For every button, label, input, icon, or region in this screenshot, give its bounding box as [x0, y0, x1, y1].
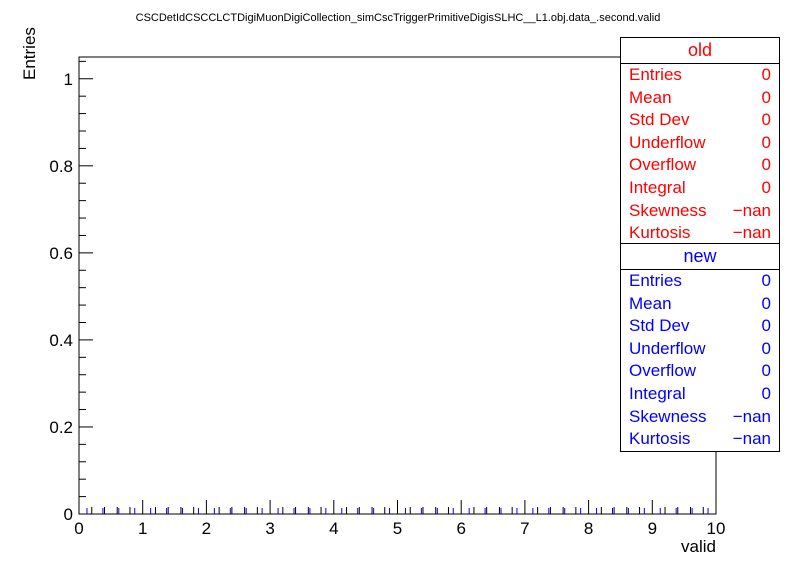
stats-new-title: new	[621, 244, 779, 270]
y-tick-label: 0.2	[49, 418, 73, 437]
stats-old-value: −nan	[732, 223, 771, 243]
stats-old-row: Entries 0	[621, 64, 779, 87]
stats-old-label: Overflow	[629, 155, 697, 175]
y-axis: 0 0.2 0.4 0.6 0.8 1	[49, 60, 93, 524]
y-tick-label: 0.4	[49, 331, 73, 350]
stats-new-label: Mean	[629, 293, 672, 313]
stats-new-row: Integral 0	[621, 383, 779, 406]
stats-new-label: Std Dev	[629, 316, 690, 336]
stats-old-row: Kurtosis −nan	[621, 222, 779, 245]
stats-old-value: 0	[761, 110, 771, 130]
stats-old-value: 0	[761, 132, 771, 152]
stats-old-label: Skewness	[629, 200, 707, 220]
x-tick-label: 1	[138, 519, 147, 538]
stats-new-label: Kurtosis	[629, 429, 691, 449]
stats-new-label: Integral	[629, 383, 686, 403]
x-tick-label: 7	[520, 519, 529, 538]
stats-old-row: Skewness −nan	[621, 200, 779, 223]
stats-old-label: Underflow	[629, 132, 706, 152]
x-tick-label: 6	[456, 519, 465, 538]
chart-title: CSCDetIdCSCCLCTDigiMuonDigiCollection_si…	[135, 12, 661, 24]
stats-old-row: Mean 0	[621, 87, 779, 110]
x-tick-label: 8	[584, 519, 593, 538]
stats-old-label: Mean	[629, 87, 672, 107]
stats-new-label: Overflow	[629, 361, 697, 381]
x-tick-label: 5	[393, 519, 402, 538]
stats-old-row: Underflow 0	[621, 132, 779, 155]
x-axis: 0 1 2 3 4 5 6 7 8 9 10	[74, 500, 725, 538]
y-tick-label: 0	[64, 505, 73, 524]
stats-new-value: 0	[761, 271, 771, 290]
stats-new-value: 0	[761, 316, 771, 336]
y-axis-label: Entries	[20, 27, 39, 80]
stats-new-label: Underflow	[629, 338, 706, 358]
stats-box-old: old Entries 0 Mean 0 Std Dev 0 Underflow 0 Overf…	[620, 37, 780, 246]
stats-old-title: old	[621, 38, 779, 64]
stats-new-row: Mean 0	[621, 293, 779, 316]
stats-new-row: Skewness −nan	[621, 406, 779, 429]
y-tick-label: 0.8	[49, 157, 73, 176]
stats-new-value: 0	[761, 361, 771, 381]
histogram-bars	[86, 508, 709, 514]
stats-new-label: Entries	[629, 271, 682, 290]
stats-new-label: Skewness	[629, 406, 707, 426]
stats-new-value: 0	[761, 293, 771, 313]
stats-new-value: −nan	[732, 406, 771, 426]
stats-old-value: 0	[761, 155, 771, 175]
stats-old-value: 0	[761, 87, 771, 107]
stats-old-row: Std Dev 0	[621, 109, 779, 132]
stats-old-value: 0	[761, 177, 771, 197]
stats-new-value: −nan	[732, 429, 771, 449]
x-tick-label: 10	[707, 519, 726, 538]
stats-old-label: Integral	[629, 177, 686, 197]
x-tick-label: 4	[329, 519, 338, 538]
stats-old-label: Kurtosis	[629, 223, 691, 243]
stats-old-row: Integral 0	[621, 177, 779, 200]
x-tick-label: 3	[265, 519, 274, 538]
stats-new-value: 0	[761, 338, 771, 358]
y-tick-label: 1	[64, 70, 73, 89]
stats-new-row: Overflow 0	[621, 360, 779, 383]
stats-new-row: Underflow 0	[621, 338, 779, 361]
x-tick-label: 9	[648, 519, 657, 538]
stats-new-row: Std Dev 0	[621, 315, 779, 338]
stats-new-value: 0	[761, 383, 771, 403]
stats-old-label: Std Dev	[629, 110, 690, 130]
stats-old-row: Overflow 0	[621, 154, 779, 177]
y-tick-label: 0.6	[49, 244, 73, 263]
stats-box-new: new Entries 0 Mean 0 Std Dev 0 Underflow 0 Overf…	[620, 243, 780, 452]
x-axis-label: valid	[681, 537, 716, 556]
x-tick-label: 2	[202, 519, 211, 538]
stats-old-label: Entries	[629, 65, 682, 84]
stats-new-row: Entries 0	[621, 270, 779, 293]
stats-new-row: Kurtosis −nan	[621, 428, 779, 451]
x-tick-label: 0	[74, 519, 83, 538]
stats-old-value: −nan	[732, 200, 771, 220]
stats-old-value: 0	[761, 65, 771, 84]
